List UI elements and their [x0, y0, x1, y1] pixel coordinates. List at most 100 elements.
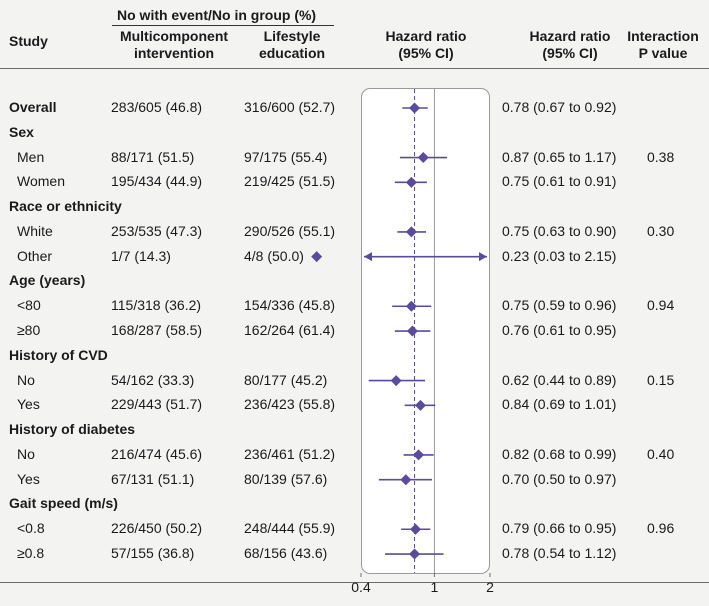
interaction-p-cell: 0.96 [647, 520, 675, 537]
hazard-ratio-cell: 0.76 (0.61 to 0.95) [502, 322, 617, 339]
interaction-header-line1: Interaction [627, 28, 699, 44]
multicomponent-header: Multicomponent intervention [108, 28, 240, 62]
group-heading: Sex [9, 123, 34, 140]
interaction-p-cell: 0.94 [647, 297, 675, 314]
hazard-ratio-cell: 0.78 (0.67 to 0.92) [502, 99, 617, 115]
row-label: ≥80 [17, 322, 41, 339]
hazard-ratio-cell: 0.23 (0.03 to 2.15) [502, 247, 617, 264]
hr-text-header-line1: Hazard ratio [529, 28, 611, 44]
multicomponent-cell: 195/434 (44.9) [111, 173, 203, 190]
point-estimate-diamond [417, 152, 429, 164]
multicomponent-cell: 229/443 (51.7) [111, 396, 203, 413]
point-estimate-diamond [409, 102, 421, 114]
header-rule [0, 68, 709, 69]
row-label: ≥0.8 [17, 545, 45, 562]
hazard-ratio-cell: 0.84 (0.69 to 1.01) [502, 396, 617, 413]
point-estimate-diamond [410, 523, 422, 535]
lifestyle-cell: 97/175 (55.4) [244, 148, 328, 165]
hazard-ratio-cell: 0.75 (0.61 to 0.91) [502, 173, 617, 190]
point-estimate-diamond [311, 251, 323, 263]
point-estimate-diamond [409, 548, 421, 560]
lifestyle-cell: 236/461 (51.2) [244, 445, 336, 462]
point-estimate-diamond [405, 226, 417, 238]
point-estimate-diamond [405, 300, 417, 312]
multicomponent-header-line1: Multicomponent [119, 28, 229, 44]
interaction-p-cell: 0.30 [647, 222, 675, 239]
row-label: Overall [9, 99, 57, 115]
point-estimate-diamond [413, 449, 425, 461]
events-group-header: No with event/No in group (%) [117, 7, 317, 23]
footer-rule [0, 582, 709, 583]
row-label: Yes [17, 396, 40, 413]
hazard-ratio-cell: 0.75 (0.63 to 0.90) [502, 222, 617, 239]
lifestyle-header: Lifestyle education [244, 28, 340, 62]
lifestyle-cell: 290/526 (55.1) [244, 222, 336, 239]
hr-plot-header: Hazard ratio (95% CI) [366, 28, 486, 62]
hazard-ratio-cell: 0.87 (0.65 to 1.17) [502, 148, 617, 165]
multicomponent-cell: 168/287 (58.5) [111, 322, 203, 339]
point-estimate-diamond [406, 325, 418, 337]
point-estimate-diamond [390, 375, 402, 387]
lifestyle-header-line1: Lifestyle [263, 28, 321, 44]
multicomponent-cell: 1/7 (14.3) [111, 247, 171, 264]
hazard-ratio-cell: 0.75 (0.59 to 0.96) [502, 297, 617, 314]
row-label: Other [17, 247, 53, 264]
point-estimate-diamond [400, 474, 412, 486]
x-tick-label: 1 [430, 579, 439, 595]
row-label: No [17, 371, 35, 388]
multicomponent-cell: 57/155 (36.8) [111, 545, 195, 562]
hazard-ratio-cell: 0.78 (0.54 to 1.12) [502, 545, 617, 562]
multicomponent-cell: 226/450 (50.2) [111, 520, 203, 537]
events-group-underline [112, 25, 334, 26]
lifestyle-cell: 219/425 (51.5) [244, 173, 336, 190]
multicomponent-cell: 54/162 (33.3) [111, 371, 195, 388]
hr-plot-header-line1: Hazard ratio [385, 28, 467, 44]
multicomponent-cell: 283/605 (46.8) [111, 99, 203, 115]
hazard-ratio-cell: 0.82 (0.68 to 0.99) [502, 445, 617, 462]
row-label: Women [17, 173, 65, 190]
row-label: <80 [17, 297, 41, 314]
interaction-p-cell: 0.15 [647, 371, 675, 388]
row-label: White [17, 222, 53, 239]
multicomponent-cell: 67/131 (51.1) [111, 470, 195, 487]
multicomponent-cell: 253/535 (47.3) [111, 222, 203, 239]
row-label: Men [17, 148, 45, 165]
ci-arrow-right [479, 252, 487, 262]
x-tick-label: 2 [486, 579, 494, 595]
group-heading: History of diabetes [9, 421, 136, 438]
lifestyle-cell: 316/600 (52.7) [244, 99, 336, 115]
interaction-p-cell: 0.38 [647, 148, 675, 165]
lifestyle-cell: 80/139 (57.6) [244, 470, 328, 487]
lifestyle-cell: 248/444 (55.9) [244, 520, 336, 537]
lifestyle-cell: 236/423 (55.8) [244, 396, 336, 413]
ci-arrow-left [364, 252, 372, 262]
row-label: Yes [17, 470, 40, 487]
multicomponent-cell: 216/474 (45.6) [111, 445, 203, 462]
study-header: Study [9, 33, 48, 49]
multicomponent-header-line2: intervention [133, 45, 215, 61]
hazard-ratio-cell: 0.70 (0.50 to 0.97) [502, 470, 617, 487]
group-heading: Age (years) [9, 272, 86, 289]
group-heading: Gait speed (m/s) [9, 495, 118, 512]
row-label: <0.8 [17, 520, 45, 537]
group-heading: History of CVD [9, 346, 108, 363]
hazard-ratio-cell: 0.62 (0.44 to 0.89) [502, 371, 617, 388]
hr-text-header: Hazard ratio (95% CI) [510, 28, 630, 62]
lifestyle-cell: 80/177 (45.2) [244, 371, 328, 388]
hazard-ratio-cell: 0.79 (0.66 to 0.95) [502, 520, 617, 537]
interaction-header: Interaction P value [618, 28, 708, 62]
point-estimate-diamond [414, 399, 426, 411]
interaction-header-line2: P value [638, 45, 688, 61]
point-estimate-diamond [405, 176, 417, 188]
row-label: No [17, 445, 35, 462]
interaction-p-cell: 0.40 [647, 445, 675, 462]
lifestyle-cell: 162/264 (61.4) [244, 322, 336, 339]
x-tick-label: 0.4 [351, 579, 371, 595]
lifestyle-cell: 154/336 (45.8) [244, 297, 336, 314]
hr-text-header-line2: (95% CI) [542, 45, 598, 61]
group-heading: Race or ethnicity [9, 198, 122, 215]
hr-plot-header-line2: (95% CI) [398, 45, 454, 61]
lifestyle-cell: 4/8 (50.0) [244, 247, 304, 264]
multicomponent-cell: 115/318 (36.2) [111, 297, 202, 314]
